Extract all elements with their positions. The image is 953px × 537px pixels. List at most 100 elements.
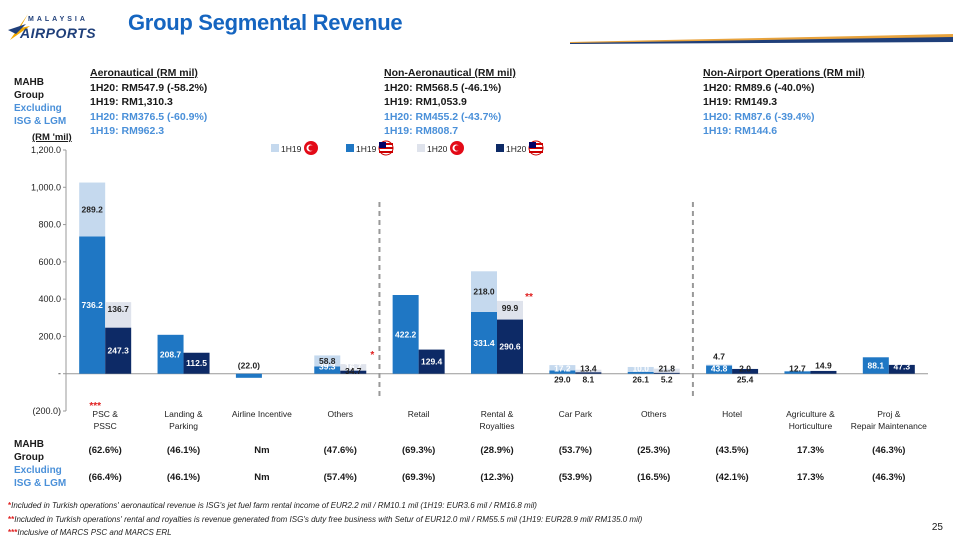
x-tick-label: Royalties: [480, 421, 515, 431]
y-tick-label: 200.0: [38, 331, 61, 341]
y-tick-label: 1,000.0: [31, 182, 61, 192]
bar-1h20-malaysia: [340, 370, 367, 374]
growth-row2-label-line: ISG & LGM: [14, 478, 67, 489]
x-tick-label: Agriculture &: [786, 409, 835, 419]
summary-line: 1H20: RM547.9 (-58.2%): [90, 81, 208, 94]
x-tick-label: Retail: [408, 409, 430, 419]
growth-cell-group: 17.3%: [796, 445, 824, 456]
growth-row1-label: MAHB Group: [14, 438, 44, 464]
bar-1h20-malaysia: [732, 368, 759, 374]
bar-1h20-malaysia: [497, 319, 523, 374]
y-tick-label: 1,200.0: [31, 145, 61, 155]
summary-line: 1H20: RM455.2 (-43.7%): [384, 110, 502, 123]
data-label-1h19-turkey: 218.0: [473, 287, 495, 297]
legend-label: 1H19: [281, 144, 302, 154]
x-tick-label: Landing &: [164, 409, 203, 419]
data-label-1h19-turkey: 29.0: [554, 375, 571, 385]
bar-1h20-malaysia: [183, 352, 210, 374]
growth-cell-excluding: (53.9%): [558, 472, 592, 483]
data-label-1h19-turkey: 4.7: [713, 352, 725, 362]
growth-cell-excluding: (69.3%): [401, 472, 436, 483]
summary-line: 1H19: RM1,310.3: [90, 96, 173, 108]
growth-cell-excluding: (46.3%): [872, 472, 906, 483]
revenue-chart: (200.0) - 200.0 400.0 600.0 800.0 1,000.0 1,200…: [31, 140, 928, 431]
legend-swatch: [271, 144, 279, 152]
bar-1h19-turkey: [627, 366, 654, 372]
legend-label: 1H20: [427, 144, 448, 154]
y-tick-label: 400.0: [38, 294, 61, 304]
turkey-flag-crescent-cut: [454, 145, 461, 151]
y-tick-label: 800.0: [38, 220, 61, 230]
malaysia-flag-stripe: [379, 151, 393, 153]
data-label-1h20-malaysia: 47.3: [894, 362, 911, 372]
summary-line: 1H19: RM808.7: [384, 125, 459, 137]
bar-1h19-turkey: [706, 364, 733, 366]
summary-line: 1H19: RM144.6: [703, 125, 778, 137]
turkey-flag-crescent-cut: [308, 145, 315, 151]
growth-cell-group: (47.6%): [323, 445, 357, 456]
bar-1h19-turkey: [549, 365, 576, 371]
excluding-label: Excluding: [14, 103, 62, 114]
data-label-1h19-turkey: 289.2: [82, 205, 104, 215]
data-label-1h20-malaysia: 14.9: [815, 361, 832, 371]
summary-line: 1H19: RM1,053.9: [384, 96, 467, 108]
summary-heading: Non-Airport Operations (RM mil): [703, 67, 865, 79]
left-label-block: MAHB Group Excluding ISG & LGM: [14, 76, 66, 128]
growth-cell-group: Nm: [254, 445, 270, 456]
summary-line: 1H20: RM89.6 (-40.0%): [703, 81, 815, 94]
bar-1h20-malaysia: [653, 372, 680, 374]
data-label-1h20-turkey: 21.8: [658, 364, 675, 374]
bar-1h20-turkey: [105, 302, 132, 328]
y-tick-label: 600.0: [38, 257, 61, 267]
group-label: Group: [14, 90, 44, 101]
summary-line: 1H19: RM962.3: [90, 125, 165, 137]
data-label-1h19-malaysia: 736.2: [82, 300, 104, 310]
bar-1h19-malaysia: [784, 371, 811, 374]
data-label-1h19-malaysia: 422.2: [395, 329, 417, 339]
bar-1h19-malaysia: [706, 365, 733, 374]
bar-1h19-malaysia: [314, 366, 341, 374]
data-label-1h20-malaysia: 5.2: [661, 375, 673, 385]
growth-cell-excluding: (57.4%): [323, 472, 357, 483]
malaysia-flag-canton: [379, 142, 386, 148]
growth-row1-label-line: Group: [14, 452, 44, 463]
x-tick-label: Rental &: [481, 409, 514, 419]
growth-cell-excluding: (66.4%): [88, 472, 122, 483]
summary-line: 1H20: RM376.5 (-60.9%): [90, 110, 208, 123]
data-label-1h19-turkey: 58.8: [319, 356, 336, 366]
bar-1h19-malaysia: [235, 373, 262, 378]
data-label-1h20-turkey: 99.9: [502, 303, 519, 313]
y-tick-label: -: [58, 369, 61, 379]
data-label-1h19-malaysia: 208.7: [160, 349, 182, 359]
growth-cell-excluding: Nm: [254, 472, 270, 483]
data-label-1h19-malaysia: 331.4: [473, 338, 495, 348]
data-label-1h20-turkey: 13.4: [580, 364, 597, 374]
legend-label: 1H20: [506, 144, 527, 154]
x-tick-label: PSSC: [94, 421, 117, 431]
logo-plane-icon: [8, 14, 30, 40]
bar-1h20-turkey: [497, 300, 523, 320]
unit-label: (RM 'mil): [32, 132, 72, 143]
growth-cell-excluding: (16.5%): [637, 472, 671, 483]
data-label-1h19-malaysia: 12.7: [789, 364, 806, 374]
malaysia-flag-canton: [529, 142, 536, 148]
malaysia-airports-logo: MALAYSIA AIRPORTS: [6, 10, 106, 44]
x-tick-label: Proj &: [877, 409, 900, 419]
bar-1h20-turkey: [653, 368, 680, 373]
summary-aeronautical: Aeronautical (RM mil) 1H20: RM547.9 (-58…: [90, 66, 207, 139]
legend-swatch: [417, 144, 425, 152]
page-title: Group Segmental Revenue: [128, 10, 403, 35]
annotation-asterisk: *: [370, 350, 374, 361]
data-label-1h20-malaysia: 25.4: [737, 375, 754, 385]
x-tick-label: Others: [641, 409, 667, 419]
footnote-1: *Included in Turkish operations' aeronau…: [8, 501, 537, 510]
summary-line: 1H19: RM149.3: [703, 96, 778, 108]
x-tick-label: Airline Incentive: [232, 409, 292, 419]
growth-cell-excluding: 17.3%: [796, 472, 824, 483]
growth-row1-label-line: MAHB: [14, 439, 44, 450]
legend-label: 1H19: [356, 144, 377, 154]
data-label-1h20-turkey: 2.0: [739, 364, 751, 374]
footnote-text: Inclusive of MARCS PSC and MARCS ERL: [17, 528, 172, 537]
footnote-text: Included in Turkish operations' aeronaut…: [11, 501, 537, 510]
bar-1h19-malaysia: [157, 334, 184, 374]
